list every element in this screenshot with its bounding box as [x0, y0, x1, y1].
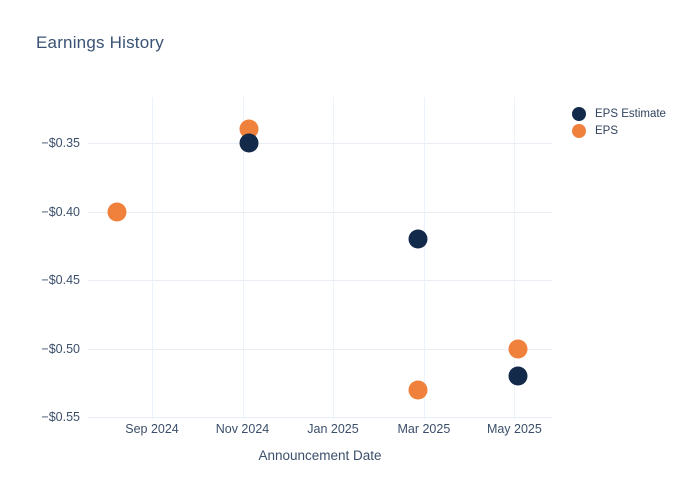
data-point-eps-estimate[interactable]: [508, 366, 528, 386]
y-tick-label: −$0.55: [41, 410, 80, 424]
x-tick-label: Sep 2024: [125, 422, 179, 436]
x-axis-title: Announcement Date: [258, 448, 382, 463]
h-gridline: [88, 417, 552, 418]
chart-title: Earnings History: [36, 33, 164, 52]
data-point-eps-estimate[interactable]: [408, 229, 428, 249]
v-gridline: [152, 97, 153, 420]
y-tick-label: −$0.50: [41, 341, 80, 356]
x-tick-label: Nov 2024: [215, 422, 270, 436]
h-gridline: [88, 348, 552, 350]
h-gridline: [88, 211, 552, 213]
x-tick-label: Jan 2025: [307, 422, 359, 436]
data-point-eps[interactable]: [107, 202, 127, 221]
eps-estimate-swatch-icon: [572, 106, 586, 121]
v-gridline: [333, 97, 334, 420]
legend-item-eps-estimate[interactable]: EPS Estimate: [572, 105, 666, 122]
plot-area: [88, 97, 552, 420]
legend-label: EPS: [595, 124, 619, 137]
h-gridline: [88, 143, 552, 144]
v-gridline: [514, 97, 516, 420]
v-gridline: [423, 97, 425, 420]
h-gridline: [88, 280, 552, 281]
y-tick-label: −$0.40: [41, 204, 80, 219]
chart-legend: EPS Estimate EPS: [572, 105, 666, 139]
x-tick-label: May 2025: [486, 422, 542, 436]
data-point-eps[interactable]: [408, 380, 428, 400]
eps-swatch-icon: [572, 123, 586, 138]
legend-item-eps[interactable]: EPS: [572, 122, 666, 139]
data-point-eps-estimate[interactable]: [239, 133, 259, 153]
v-gridline: [242, 97, 244, 420]
legend-label: EPS Estimate: [595, 107, 666, 120]
y-tick-label: −$0.45: [41, 273, 80, 287]
data-point-eps[interactable]: [508, 339, 528, 358]
y-tick-label: −$0.35: [41, 136, 80, 150]
x-tick-label: Mar 2025: [397, 422, 451, 436]
